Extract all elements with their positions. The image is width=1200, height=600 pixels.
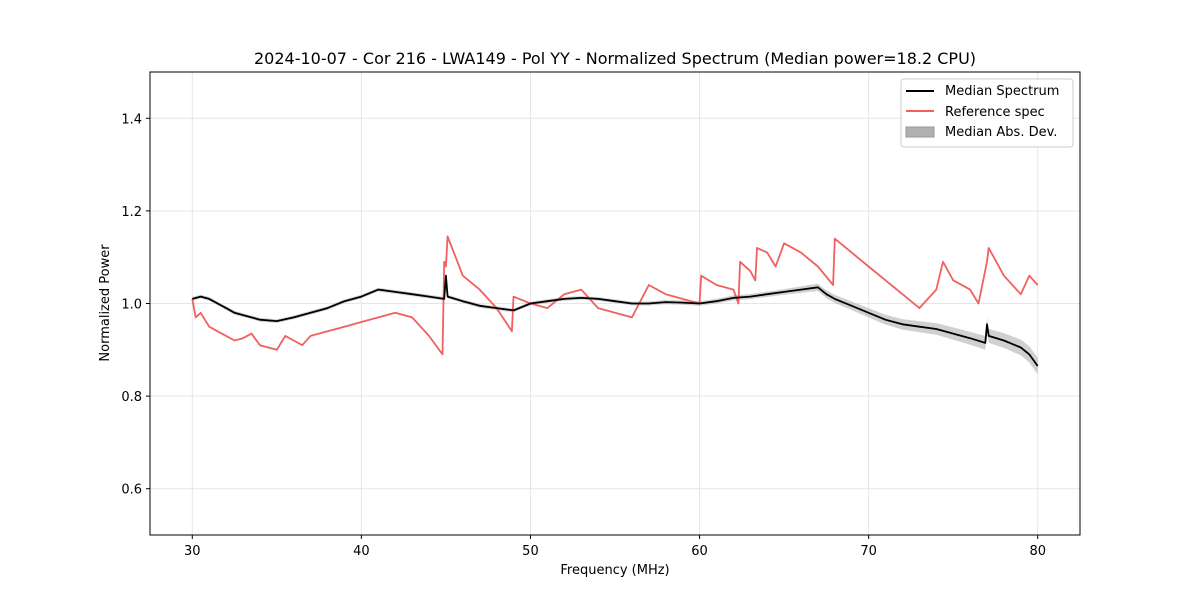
median-spectrum-line (192, 274, 1039, 367)
x-axis-label: Frequency (MHz) (560, 563, 669, 578)
x-tick-label: 70 (860, 544, 877, 559)
x-axis-ticks: 30 40 50 60 70 80 (184, 535, 1046, 559)
legend-box (900, 78, 1074, 148)
x-tick-label: 30 (184, 544, 201, 559)
chart-title: 2024-10-07 - Cor 216 - LWA149 - Pol YY -… (254, 49, 976, 68)
y-tick-label: 0.8 (121, 390, 142, 405)
reference-series (191, 235, 1039, 356)
legend: Median Spectrum Reference spec Median Ab… (900, 78, 1074, 148)
x-tick-label: 50 (522, 544, 539, 559)
legend-swatch-mad (905, 126, 935, 138)
x-tick-label: 40 (353, 544, 370, 559)
y-axis-ticks: 0.6 0.8 1.0 1.2 1.4 (121, 112, 150, 498)
x-tick-label: 60 (691, 544, 708, 559)
legend-label-mad: Median Abs. Dev. (945, 125, 1057, 140)
y-tick-label: 0.6 (121, 483, 142, 498)
median-series (192, 274, 1039, 367)
y-tick-label: 1.2 (121, 205, 142, 220)
legend-label-median: Median Spectrum (945, 84, 1059, 99)
y-axis-label: Normalized Power (98, 244, 113, 362)
legend-label-reference: Reference spec (945, 105, 1045, 120)
y-tick-label: 1.0 (121, 298, 142, 313)
x-tick-label: 80 (1029, 544, 1046, 559)
y-tick-label: 1.4 (121, 112, 142, 127)
reference-spectrum-line (191, 235, 1039, 356)
